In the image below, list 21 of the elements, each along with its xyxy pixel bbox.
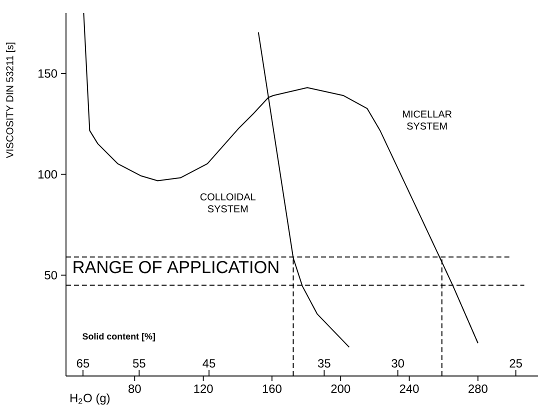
- annotation: 35: [318, 359, 330, 368]
- annotation: 45: [202, 359, 216, 368]
- annotation: 30: [392, 359, 404, 368]
- y-tick-label: 150: [38, 69, 58, 78]
- annotation: RANGE OF APPLICATION: [74, 261, 278, 274]
- x-tick-label: 80: [128, 384, 141, 393]
- x-axis-title: H$_{2}$O (g): [70, 393, 110, 405]
- y-axis-title: VISCOSITY DIN 53211 [s]: [6, 42, 16, 158]
- x-tick-label: 160: [262, 384, 282, 393]
- annotation: 65: [76, 359, 90, 368]
- y-tick-label: 100: [38, 170, 58, 179]
- annotation: 25: [510, 359, 522, 368]
- x-tick-label: 200: [331, 384, 350, 393]
- y-tick-label: 50: [44, 270, 58, 280]
- x-tick-label: 280: [468, 384, 488, 393]
- annotation: MICELLAR SYSTEM: [402, 110, 452, 130]
- annotation: 55: [132, 359, 146, 368]
- annotation: Solid content [%]: [82, 332, 155, 342]
- x-tick-label: 120: [194, 384, 213, 393]
- x-tick-label: 240: [400, 384, 419, 393]
- annotation: COLLOIDAL SYSTEM: [200, 193, 256, 212]
